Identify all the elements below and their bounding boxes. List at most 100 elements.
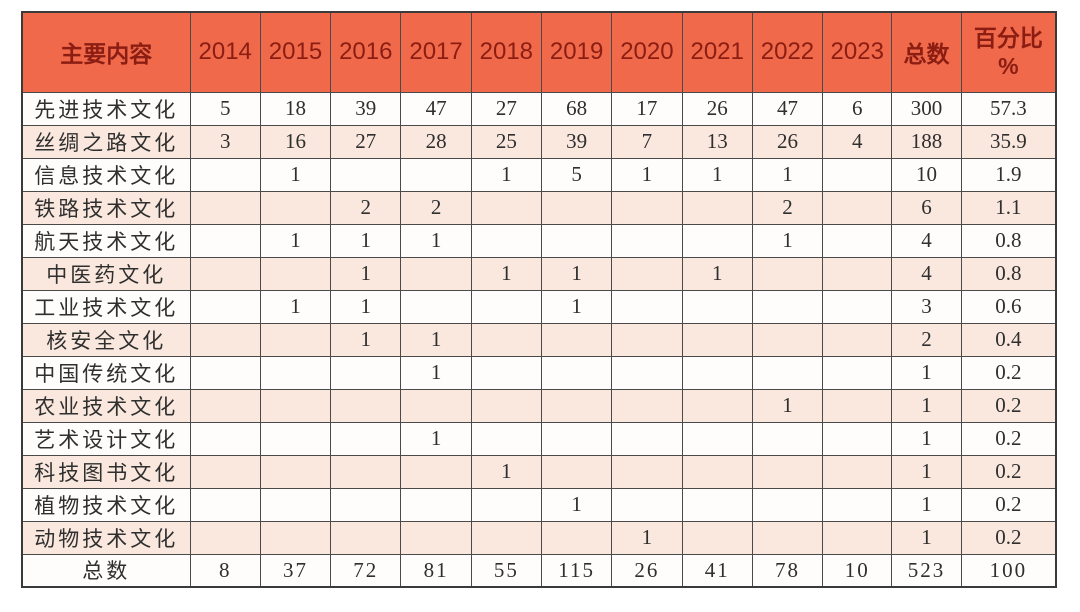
value-cell <box>540 322 613 357</box>
value-cell <box>259 322 332 357</box>
value-cell <box>822 190 893 225</box>
value-cell <box>751 454 824 489</box>
header-year-2019: 2019 <box>540 11 613 93</box>
footer-value-cell: 10 <box>822 553 893 588</box>
value-cell: 1 <box>681 157 753 192</box>
row-percent: 0.2 <box>960 454 1057 489</box>
value-cell: 1 <box>470 256 542 291</box>
value-cell <box>822 388 893 423</box>
value-cell <box>330 388 402 423</box>
table-header: 主要内容 2014 2015 2016 2017 2018 2019 2020 2021 2022… <box>21 11 1057 93</box>
footer-value-cell: 41 <box>681 553 753 588</box>
table-row: 植物技术文化 1 1 0.2 <box>21 487 1057 522</box>
table-row: 农业技术文化 1 1 0.2 <box>21 388 1057 423</box>
value-cell <box>611 190 683 225</box>
value-cell: 27 <box>330 124 402 159</box>
value-cell <box>470 487 542 522</box>
header-main-label: 主要内容 <box>21 11 191 93</box>
row-percent: 0.4 <box>960 322 1057 357</box>
row-total: 1 <box>891 388 962 423</box>
value-cell <box>259 355 332 390</box>
value-cell: 1 <box>330 256 402 291</box>
value-cell <box>611 421 683 456</box>
value-cell: 68 <box>540 91 613 126</box>
value-cell: 1 <box>259 157 332 192</box>
value-cell <box>751 487 824 522</box>
value-cell <box>681 520 753 555</box>
row-label: 铁路技术文化 <box>21 190 191 225</box>
table-row: 航天技术文化 1 1 1 1 4 0.8 <box>21 223 1057 258</box>
table-row: 工业技术文化 1 1 1 3 0.6 <box>21 289 1057 324</box>
row-label: 植物技术文化 <box>21 487 191 522</box>
value-cell: 1 <box>751 157 824 192</box>
row-percent: 0.8 <box>960 256 1057 291</box>
row-percent: 35.9 <box>960 124 1057 159</box>
table-body: 先进技术文化 5 18 39 47 27 68 17 26 47 6 300 57.3 丝绸之路文化 3 16… <box>21 91 1057 555</box>
header-year-2017: 2017 <box>400 11 472 93</box>
row-total: 188 <box>891 124 962 159</box>
value-cell: 1 <box>400 421 472 456</box>
value-cell <box>822 421 893 456</box>
value-cell <box>330 487 402 522</box>
row-percent: 1.1 <box>960 190 1057 225</box>
value-cell <box>189 223 261 258</box>
row-total: 1 <box>891 487 962 522</box>
value-cell <box>189 190 261 225</box>
value-cell <box>259 421 332 456</box>
row-total: 1 <box>891 421 962 456</box>
value-cell: 2 <box>330 190 402 225</box>
value-cell: 6 <box>822 91 893 126</box>
value-cell: 3 <box>189 124 261 159</box>
value-cell <box>822 520 893 555</box>
row-label: 核安全文化 <box>21 322 191 357</box>
value-cell <box>470 223 542 258</box>
value-cell: 18 <box>259 91 332 126</box>
value-cell <box>681 223 753 258</box>
row-label: 信息技术文化 <box>21 157 191 192</box>
value-cell <box>611 289 683 324</box>
value-cell <box>400 520 472 555</box>
table-row: 丝绸之路文化 3 16 27 28 25 39 7 13 26 4 188 35.9 <box>21 124 1057 159</box>
value-cell: 7 <box>611 124 683 159</box>
row-label: 中医药文化 <box>21 256 191 291</box>
value-cell <box>330 355 402 390</box>
value-cell <box>681 355 753 390</box>
table-row: 科技图书文化 1 1 0.2 <box>21 454 1057 489</box>
table-row: 信息技术文化 1 1 5 1 1 1 10 1.9 <box>21 157 1057 192</box>
value-cell <box>540 421 613 456</box>
value-cell <box>189 355 261 390</box>
row-label: 航天技术文化 <box>21 223 191 258</box>
value-cell <box>611 454 683 489</box>
value-cell: 1 <box>400 355 472 390</box>
value-cell: 1 <box>540 487 613 522</box>
value-cell <box>611 223 683 258</box>
header-year-2014: 2014 <box>189 11 261 93</box>
footer-row: 总数 8 37 72 81 55 115 26 41 78 10 523 100 <box>21 553 1057 588</box>
value-cell <box>259 190 332 225</box>
value-cell: 1 <box>751 223 824 258</box>
value-cell <box>400 487 472 522</box>
value-cell: 47 <box>400 91 472 126</box>
value-cell <box>751 421 824 456</box>
table-row: 动物技术文化 1 1 0.2 <box>21 520 1057 555</box>
row-label: 中国传统文化 <box>21 355 191 390</box>
row-label: 先进技术文化 <box>21 91 191 126</box>
value-cell <box>470 190 542 225</box>
value-cell <box>330 520 402 555</box>
row-total: 1 <box>891 355 962 390</box>
value-cell <box>259 256 332 291</box>
value-cell: 16 <box>259 124 332 159</box>
value-cell <box>681 322 753 357</box>
footer-label: 总数 <box>21 553 191 588</box>
value-cell: 1 <box>540 256 613 291</box>
value-cell <box>822 256 893 291</box>
row-total: 4 <box>891 223 962 258</box>
value-cell: 5 <box>189 91 261 126</box>
row-label: 丝绸之路文化 <box>21 124 191 159</box>
value-cell <box>611 355 683 390</box>
value-cell: 1 <box>400 322 472 357</box>
value-cell: 27 <box>470 91 542 126</box>
header-year-2023: 2023 <box>822 11 893 93</box>
value-cell <box>259 487 332 522</box>
